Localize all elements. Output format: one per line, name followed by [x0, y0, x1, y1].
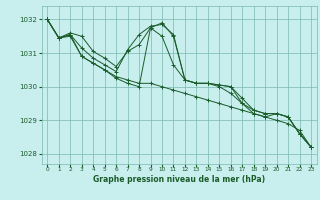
X-axis label: Graphe pression niveau de la mer (hPa): Graphe pression niveau de la mer (hPa) — [93, 175, 265, 184]
